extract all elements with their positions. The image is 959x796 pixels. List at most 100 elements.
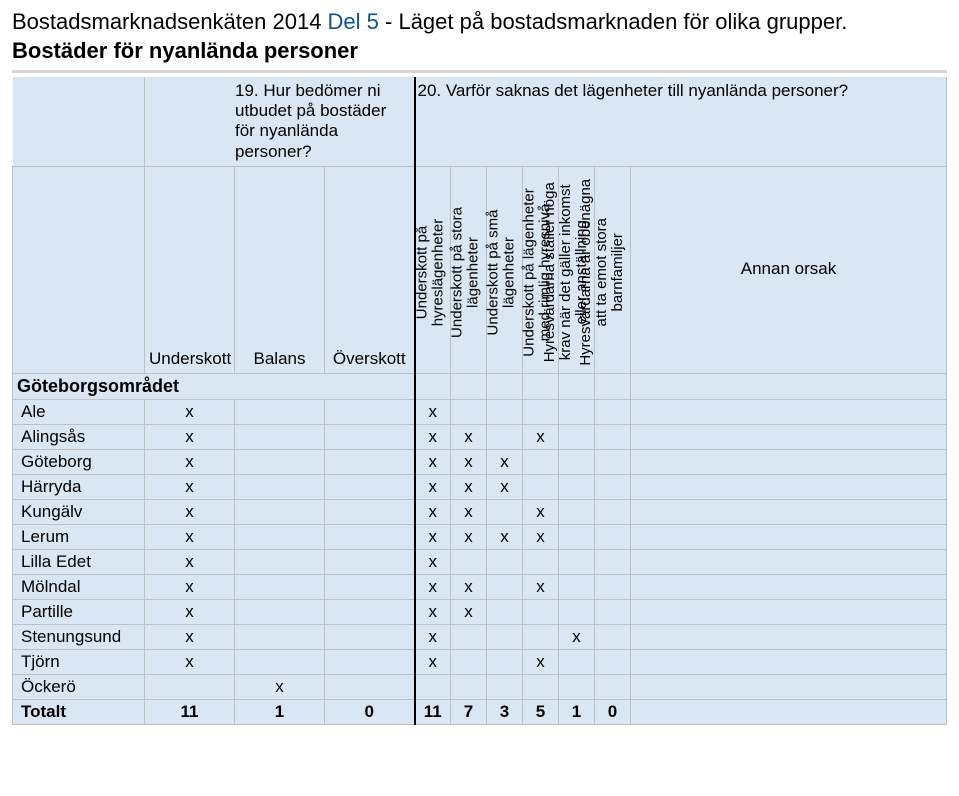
- cell: x: [451, 475, 487, 500]
- table-row: Lerumxxxxx: [13, 525, 947, 550]
- cell: x: [559, 625, 595, 650]
- page-subtitle: Bostäder för nyanlända personer: [12, 38, 947, 64]
- cell: x: [487, 450, 523, 475]
- cell: [325, 475, 415, 500]
- hdr-rot-5: Hyresvärdarna är obenägna att ta emot st…: [595, 167, 631, 374]
- cell: [325, 450, 415, 475]
- total-9: [631, 700, 947, 725]
- cell: [559, 475, 595, 500]
- cell: x: [451, 425, 487, 450]
- cell: [523, 675, 559, 700]
- cell: [325, 500, 415, 525]
- cell: x: [523, 425, 559, 450]
- row-name: Härryda: [13, 475, 145, 500]
- cell: [595, 400, 631, 425]
- cell: [235, 525, 325, 550]
- cell: x: [415, 500, 451, 525]
- table-row: Alingsåsxxxx: [13, 425, 947, 450]
- cell: [325, 575, 415, 600]
- row-name: Göteborg: [13, 450, 145, 475]
- hdr-blank: [13, 167, 145, 374]
- cell: [559, 500, 595, 525]
- page-root: Bostadsmarknadsenkäten 2014 Del 5 - Läge…: [0, 0, 959, 737]
- cell: [487, 625, 523, 650]
- cell: [523, 600, 559, 625]
- cell: [523, 400, 559, 425]
- q20-text: 20. Varför saknas det lägenheter till ny…: [418, 81, 849, 100]
- cell: [631, 450, 947, 475]
- total-label: Totalt: [13, 700, 145, 725]
- cell: [559, 450, 595, 475]
- cell: [235, 550, 325, 575]
- total-row: Totalt 11 1 0 11 7 3 5 1 0: [13, 700, 947, 725]
- total-7: 1: [559, 700, 595, 725]
- cell: [523, 625, 559, 650]
- cell: [631, 600, 947, 625]
- cell: [559, 425, 595, 450]
- total-1: 1: [235, 700, 325, 725]
- cell: [325, 650, 415, 675]
- table-row: Härrydaxxxx: [13, 475, 947, 500]
- hdr-rot-1: Underskott på stora lägenheter: [451, 167, 487, 374]
- cell: x: [145, 625, 235, 650]
- cell: x: [145, 475, 235, 500]
- title-part1: Bostadsmarknadsenkäten 2014: [12, 9, 328, 34]
- cell: x: [145, 525, 235, 550]
- cell: [235, 625, 325, 650]
- cell: x: [415, 475, 451, 500]
- cell: [631, 625, 947, 650]
- table-row: Lilla Edetxx: [13, 550, 947, 575]
- cell: x: [415, 425, 451, 450]
- cell: x: [145, 450, 235, 475]
- header-row: Underskott Balans Överskott Underskott p…: [13, 167, 947, 374]
- cell: x: [415, 575, 451, 600]
- cell: [325, 525, 415, 550]
- cell: [631, 525, 947, 550]
- row-name: Mölndal: [13, 575, 145, 600]
- hdr-overskott: Överskott: [325, 167, 415, 374]
- q20-cell: 20. Varför saknas det lägenheter till ny…: [415, 77, 947, 167]
- cell: x: [523, 500, 559, 525]
- title-part2: Del 5: [328, 9, 379, 34]
- total-5: 3: [487, 700, 523, 725]
- table-row: Stenungsundxxx: [13, 625, 947, 650]
- cell: [631, 500, 947, 525]
- cell: [325, 425, 415, 450]
- cell: x: [523, 650, 559, 675]
- table-row: Alexx: [13, 400, 947, 425]
- cell: x: [451, 525, 487, 550]
- cell: [631, 400, 947, 425]
- cell: [595, 525, 631, 550]
- total-6: 5: [523, 700, 559, 725]
- cell: [487, 600, 523, 625]
- table-row: Kungälvxxxx: [13, 500, 947, 525]
- hdr-underskott: Underskott: [145, 167, 235, 374]
- cell: [487, 550, 523, 575]
- row-name: Öckerö: [13, 675, 145, 700]
- cell: x: [415, 550, 451, 575]
- cell: [235, 475, 325, 500]
- cell: [235, 650, 325, 675]
- cell: x: [145, 600, 235, 625]
- separator: [12, 70, 947, 73]
- cell: x: [415, 450, 451, 475]
- cell: [235, 575, 325, 600]
- row-name: Tjörn: [13, 650, 145, 675]
- cell: x: [145, 500, 235, 525]
- row-name: Lerum: [13, 525, 145, 550]
- cell: [451, 550, 487, 575]
- cell: [235, 450, 325, 475]
- question-row: 19. Hur bedömer ni utbudet på bostäder f…: [13, 77, 947, 167]
- cell: [487, 400, 523, 425]
- cell: x: [523, 575, 559, 600]
- cell: [595, 425, 631, 450]
- cell: x: [145, 400, 235, 425]
- cell: x: [145, 550, 235, 575]
- cell: x: [451, 450, 487, 475]
- total-8: 0: [595, 700, 631, 725]
- cell: [595, 450, 631, 475]
- hdr-annan: Annan orsak: [631, 167, 947, 374]
- cell: x: [415, 525, 451, 550]
- total-0: 11: [145, 700, 235, 725]
- cell: [325, 625, 415, 650]
